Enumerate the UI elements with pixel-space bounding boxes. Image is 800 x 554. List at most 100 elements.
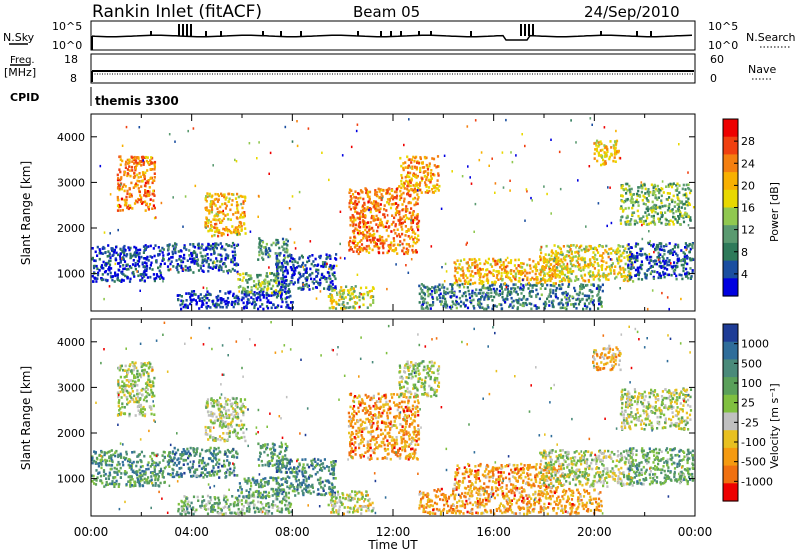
data-cell [469, 176, 471, 179]
data-cell [606, 274, 609, 277]
data-cell [289, 294, 292, 298]
data-cell [105, 477, 108, 480]
data-cell [199, 264, 202, 268]
data-cell [98, 269, 101, 272]
data-cell [167, 268, 170, 272]
data-cell [547, 274, 550, 277]
data-cell [400, 186, 403, 190]
data-cell [677, 205, 681, 209]
data-cell [374, 189, 377, 192]
data-cell [666, 208, 670, 212]
data-cell [628, 274, 632, 278]
data-cell [649, 240, 651, 243]
data-cell [388, 225, 391, 228]
data-cell [501, 151, 504, 154]
data-cell [546, 297, 549, 301]
data-cell [155, 273, 158, 276]
data-cell [205, 296, 208, 300]
data-cell [140, 473, 143, 477]
data-cell [206, 209, 209, 212]
data-cell [166, 265, 170, 268]
data-cell [558, 302, 561, 305]
data-cell [122, 249, 125, 253]
data-cell [553, 271, 557, 275]
data-cell [219, 220, 223, 224]
data-cell [526, 297, 529, 301]
data-cell [399, 156, 402, 160]
data-cell [549, 269, 552, 272]
data-cell [219, 253, 222, 257]
data-cell [285, 238, 288, 241]
data-cell [404, 161, 407, 164]
data-cell [390, 241, 393, 244]
data-cell [400, 221, 403, 225]
data-cell [546, 192, 548, 196]
data-cell [486, 291, 489, 295]
data-cell [666, 268, 669, 271]
data-cell [155, 276, 158, 280]
data-cell [641, 199, 644, 202]
data-cell [555, 260, 558, 263]
nsky-spike [430, 31, 432, 36]
data-cell [658, 206, 661, 209]
data-cell [444, 305, 447, 309]
data-cell [632, 204, 635, 207]
data-cell [677, 243, 680, 247]
data-cell [490, 291, 493, 295]
data-cell [143, 173, 146, 176]
data-cell [599, 285, 602, 289]
data-cell [632, 211, 636, 214]
data-cell [400, 174, 403, 177]
data-cell [346, 289, 350, 292]
data-cell [231, 241, 235, 245]
data-cell [372, 301, 375, 304]
data-cell [554, 258, 557, 262]
data-cell [511, 300, 514, 304]
data-cell [531, 270, 534, 273]
data-cell [141, 261, 144, 265]
data-cell [571, 264, 574, 268]
data-cell [526, 278, 529, 282]
data-cell [431, 286, 434, 289]
data-cell [453, 274, 456, 278]
data-cell [219, 290, 222, 293]
data-cell [396, 206, 399, 209]
data-cell [556, 273, 560, 277]
data-cell [286, 272, 289, 275]
data-cell [356, 231, 360, 235]
data-cell [507, 261, 510, 264]
data-cell [377, 247, 380, 250]
data-cell [646, 258, 649, 261]
data-cell [424, 181, 427, 184]
data-cell [601, 289, 604, 293]
data-cell [143, 481, 146, 484]
data-cell [462, 272, 465, 275]
data-cell [428, 178, 431, 182]
data-cell [474, 292, 477, 296]
data-cell [458, 290, 461, 293]
data-cell [657, 217, 660, 221]
data-cell [190, 300, 193, 303]
data-cell [253, 291, 256, 294]
data-cell [628, 254, 631, 257]
data-cell [363, 247, 366, 250]
data-cell [619, 287, 621, 290]
data-cell [206, 287, 208, 290]
data-cell [516, 306, 519, 309]
data-cell [687, 171, 689, 174]
data-cell [488, 287, 491, 290]
data-cell [609, 140, 612, 143]
data-cell [624, 199, 627, 203]
data-cell [405, 242, 408, 246]
data-cell [591, 123, 593, 126]
data-cell [403, 238, 406, 242]
data-cell [218, 218, 221, 221]
data-cell [222, 298, 225, 301]
data-cell [418, 292, 421, 296]
data-cell [320, 264, 323, 268]
data-cell [150, 261, 153, 265]
data-cell [657, 258, 660, 261]
data-cell [380, 193, 383, 196]
data-cell [504, 258, 507, 262]
data-cell [161, 276, 164, 279]
